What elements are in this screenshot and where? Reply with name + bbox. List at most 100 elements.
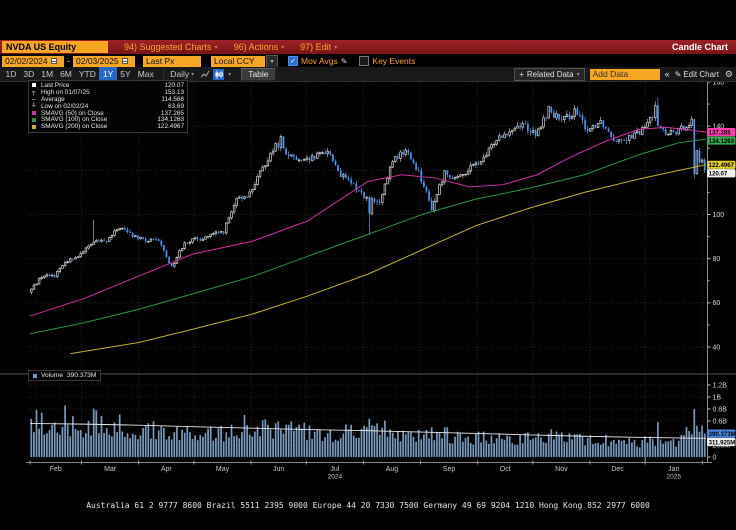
date-to-field[interactable]: 02/03/2025 <box>73 55 135 67</box>
smavg-50-marker <box>32 111 41 115</box>
price-tag-134.1263: 134.1263 <box>707 136 736 145</box>
date-range-separator: - <box>67 56 70 66</box>
legend-row-low: ┴ Low on 02/02/24 63.69 <box>32 102 184 110</box>
legend-row-high: ┬ High on 01/07/25 153.13 <box>32 88 184 96</box>
x-axis-month-sep: Sep <box>443 466 456 473</box>
candle-chart-icon[interactable] <box>213 68 225 80</box>
edit-mov-avgs-icon[interactable]: ✎ <box>340 56 348 66</box>
x-axis-month-nov: Nov <box>555 466 568 473</box>
svg-text:122.4967: 122.4967 <box>709 162 735 169</box>
period-tab-5y[interactable]: 5Y <box>120 69 131 79</box>
svg-text:100: 100 <box>713 212 725 219</box>
x-axis-month-apr: Apr <box>161 466 173 473</box>
average-marker: – <box>32 95 36 103</box>
add-data-input[interactable]: Add Data <box>589 68 660 80</box>
period-tab-max[interactable]: Max <box>137 69 154 79</box>
smavg-200-marker <box>32 124 41 129</box>
currency-value: Local CCY <box>214 56 255 66</box>
svg-text:1.2B: 1.2B <box>713 382 728 389</box>
smavg-100-marker <box>32 117 41 122</box>
svg-text:0: 0 <box>713 454 717 461</box>
menu-actions[interactable]: 96) Actions ▾ <box>233 42 285 52</box>
currency-field[interactable]: Local CCY <box>211 55 265 67</box>
svg-text:390.373M: 390.373M <box>709 431 736 438</box>
calendar-icon[interactable] <box>121 58 128 64</box>
date-from-field[interactable]: 02/02/2024 <box>2 55 64 67</box>
key-events-checkbox[interactable] <box>359 56 370 66</box>
legend-row-last-price: Last Price 120.07 <box>32 82 184 89</box>
pencil-icon: ✎ <box>674 69 682 79</box>
period-tab-1m[interactable]: 1M <box>41 69 54 79</box>
sma-50-line <box>29 126 707 317</box>
edit-chart-label: Edit Chart <box>683 69 719 79</box>
gear-icon[interactable]: ⚙ <box>724 68 733 79</box>
menu-suggested-charts[interactable]: 94) Suggested Charts ▾ <box>124 42 218 52</box>
plus-icon: + <box>519 69 524 79</box>
volume-tag-390.373M: 390.373M <box>707 429 736 438</box>
chart-type-buttons: ▾ <box>200 68 232 80</box>
x-axis-year-2024: 2024 <box>328 474 343 481</box>
svg-text:1B: 1B <box>713 394 722 401</box>
x-axis-month-jul: Jul <box>330 466 339 473</box>
period-tabs: 1D 3D 1M 6M YTD 1Y 5Y Max <box>2 67 157 81</box>
legend-row-smavg-100: SMAVG (100) on Close 134.1263 <box>32 116 184 123</box>
mov-avgs-checkbox[interactable]: ✓ <box>288 56 298 66</box>
line-chart-icon[interactable] <box>200 69 211 80</box>
frequency-selector[interactable]: Daily ▾ <box>163 69 194 79</box>
related-data-button[interactable]: + Related Data ▾ <box>514 67 585 81</box>
title-menu-bar: NVDA US Equity 94) Suggested Charts ▾ 96) … <box>0 40 736 54</box>
period-tab-3d[interactable]: 3D <box>23 69 35 79</box>
volume-legend-label: Volume <box>41 372 63 379</box>
svg-text:137.285: 137.285 <box>709 130 732 137</box>
svg-text:80: 80 <box>713 256 721 263</box>
key-events-label: Key Events <box>372 56 416 66</box>
period-tab-ytd[interactable]: YTD <box>78 69 96 79</box>
sma-200-line <box>70 164 707 355</box>
price-legend-box: Last Price 120.07 ┬ High on 01/07/25 153.13–… <box>28 80 188 134</box>
security-ticker-field[interactable]: NVDA US Equity <box>2 41 108 53</box>
chart-settings-toolbar: 02/02/2024 - 02/03/2025 Last Px Local CC… <box>0 54 736 68</box>
low-marker: ┴ <box>32 102 36 110</box>
chart-gridlines <box>28 80 707 462</box>
period-tab-1d[interactable]: 1D <box>5 69 17 79</box>
svg-text:311.925M: 311.925M <box>709 439 736 446</box>
volume-series-marker <box>33 373 37 378</box>
volume-legend-value: 390.373M <box>67 372 97 379</box>
currency-dropdown-button[interactable]: ▾ <box>266 54 278 68</box>
price-type-field[interactable]: Last Px <box>143 55 201 67</box>
price-tag-120.07: 120.07 <box>707 169 736 178</box>
sma-100-line <box>29 138 707 335</box>
table-button[interactable]: Table <box>241 67 276 81</box>
volume-tag-311.925M: 311.925M <box>707 437 736 446</box>
period-tab-6m[interactable]: 6M <box>60 69 72 79</box>
x-axis-month-jun: Jun <box>273 466 284 473</box>
menu-edit[interactable]: 97) Edit ▾ <box>300 42 338 52</box>
svg-text:160: 160 <box>713 79 725 86</box>
collapse-chevrons-icon[interactable]: « <box>664 69 670 79</box>
chevron-down-icon: ▾ <box>576 71 580 78</box>
period-toolbar: 1D 3D 1M 6M YTD 1Y 5Y Max Daily ▾ ▾ Table + Rel… <box>0 67 736 82</box>
menu-bar-items: 94) Suggested Charts ▾ 96) Actions ▾ 97) Edi… <box>108 42 337 52</box>
candlestick-series <box>30 97 706 295</box>
period-tab-1y[interactable]: 1Y <box>99 67 117 81</box>
chart-tools-right: + Related Data ▾ Add Data « ✎ Edit Chart… <box>514 67 733 81</box>
chart-axes: 4060801001201401601.2B1B0.8B0.6B400M200M… <box>0 79 736 481</box>
date-to-value: 02/03/2025 <box>76 56 119 66</box>
frequency-value: Daily <box>170 69 190 79</box>
calendar-icon[interactable] <box>50 58 57 64</box>
x-axis-month-feb: Feb <box>50 466 62 473</box>
last-price-marker <box>32 83 41 88</box>
chart-type-title: Candle Chart <box>671 42 728 52</box>
chevron-down-icon: ▾ <box>191 71 195 78</box>
edit-chart-button[interactable]: ✎ Edit Chart <box>675 70 719 79</box>
legend-row-average: – Average 114.568 <box>32 95 184 103</box>
date-from-value: 02/02/2024 <box>5 56 48 66</box>
volume-average-line <box>29 422 707 439</box>
chart-type-dropdown[interactable]: ▾ <box>228 71 232 78</box>
svg-text:0.6B: 0.6B <box>713 418 728 425</box>
volume-bars <box>30 405 706 457</box>
x-axis-month-jan: Jan <box>668 466 679 473</box>
svg-text:40: 40 <box>713 344 721 351</box>
